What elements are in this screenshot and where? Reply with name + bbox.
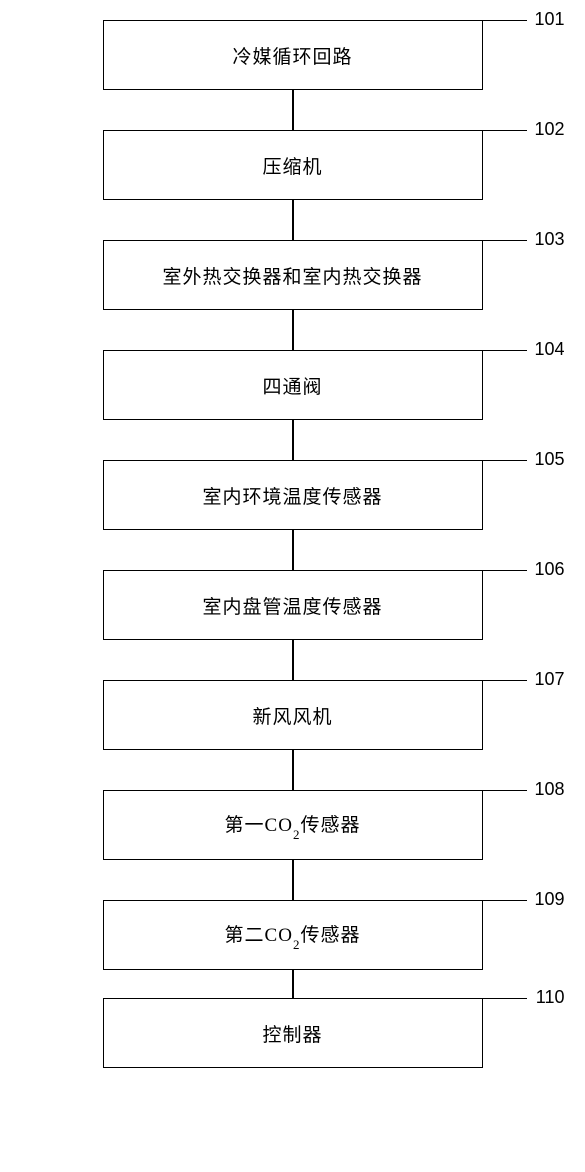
ref-line	[482, 790, 527, 791]
ref-number: 104	[534, 339, 564, 360]
connector	[292, 640, 294, 680]
ref-number: 101	[534, 9, 564, 30]
node-label: 新风风机	[252, 702, 332, 729]
flowchart-node-104: 四通阀104	[103, 350, 483, 420]
connector	[292, 530, 294, 570]
connector	[292, 750, 294, 790]
node-label: 压缩机	[262, 152, 322, 179]
ref-line	[482, 240, 527, 241]
ref-number: 109	[534, 889, 564, 910]
node-label: 室内盘管温度传感器	[202, 592, 382, 619]
ref-line	[482, 900, 527, 901]
node-label: 冷媒循环回路	[232, 42, 352, 69]
connector	[292, 90, 294, 130]
node-label: 四通阀	[262, 372, 322, 399]
flowchart-node-110: 控制器110	[103, 998, 483, 1068]
flowchart-node-109: 第二CO2传感器109	[103, 900, 483, 970]
ref-number: 103	[534, 229, 564, 250]
flowchart-node-102: 压缩机102	[103, 130, 483, 200]
connector	[292, 200, 294, 240]
node-label: 第一CO2传感器	[225, 810, 361, 840]
ref-number: 106	[534, 559, 564, 580]
ref-number: 105	[534, 449, 564, 470]
node-label: 室外热交换器和室内热交换器	[162, 262, 422, 289]
ref-number: 108	[534, 779, 564, 800]
ref-number: 110	[536, 987, 565, 1008]
flowchart-node-107: 新风风机107	[103, 680, 483, 750]
ref-number: 102	[534, 119, 564, 140]
ref-line	[482, 998, 527, 999]
flowchart-container: 冷媒循环回路101压缩机102室外热交换器和室内热交换器103四通阀104室内环…	[0, 20, 585, 1068]
flowchart-node-103: 室外热交换器和室内热交换器103	[103, 240, 483, 310]
node-label: 室内环境温度传感器	[202, 482, 382, 509]
node-label: 控制器	[262, 1020, 322, 1047]
flowchart-node-105: 室内环境温度传感器105	[103, 460, 483, 530]
flowchart-node-101: 冷媒循环回路101	[103, 20, 483, 90]
ref-line	[482, 460, 527, 461]
ref-line	[482, 570, 527, 571]
ref-line	[482, 350, 527, 351]
node-label: 第二CO2传感器	[225, 920, 361, 950]
ref-line	[482, 130, 527, 131]
flowchart-node-106: 室内盘管温度传感器106	[103, 570, 483, 640]
ref-line	[482, 680, 527, 681]
ref-line	[482, 20, 527, 21]
connector	[292, 420, 294, 460]
ref-number: 107	[534, 669, 564, 690]
flowchart-node-108: 第一CO2传感器108	[103, 790, 483, 860]
connector	[292, 310, 294, 350]
connector	[292, 970, 294, 998]
connector	[292, 860, 294, 900]
